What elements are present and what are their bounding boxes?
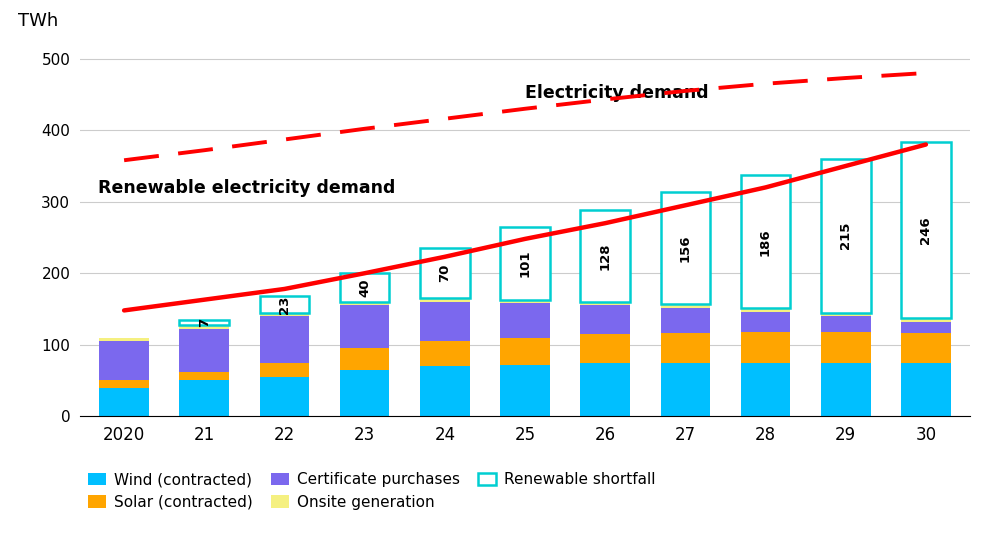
Bar [821,362,871,416]
Bar [821,312,871,316]
Bar [661,307,710,332]
Text: 215: 215 [839,222,852,249]
Bar [179,372,229,381]
Bar [500,337,550,365]
Bar [661,304,710,307]
Bar [340,370,389,416]
Bar [741,332,790,362]
Text: 23: 23 [278,295,291,314]
Bar [901,143,951,318]
Bar [179,381,229,416]
Bar [500,303,550,337]
Bar [340,302,389,305]
Text: 40: 40 [358,278,371,297]
Text: 246: 246 [919,216,932,244]
Bar [179,329,229,372]
Bar [580,305,630,334]
Bar [99,341,149,381]
Bar [821,159,871,312]
Bar [260,296,309,312]
Text: 128: 128 [599,243,612,270]
Bar [821,332,871,362]
Text: 70: 70 [438,264,451,282]
Bar [661,332,710,362]
Bar [500,228,550,300]
Bar [821,316,871,332]
Bar [901,332,951,362]
Bar [741,362,790,416]
Bar [420,302,470,341]
Bar [420,341,470,366]
Bar [420,248,470,298]
Text: 7: 7 [198,319,211,327]
Text: TWh: TWh [18,12,58,29]
Bar [99,381,149,387]
Bar [260,312,309,316]
Bar [580,334,630,362]
Bar [901,362,951,416]
Bar [420,298,470,302]
Text: 101: 101 [518,250,531,278]
Bar [741,175,790,308]
Bar [179,320,229,325]
Bar [260,362,309,377]
Bar [420,366,470,416]
Bar [340,305,389,349]
Bar [340,349,389,370]
Text: Electricity demand: Electricity demand [525,84,709,102]
Bar [741,312,790,332]
Bar [661,362,710,416]
Bar [901,318,951,322]
Legend: Wind (contracted), Solar (contracted), Certificate purchases, Onsite generation,: Wind (contracted), Solar (contracted), C… [88,472,655,510]
Bar [580,362,630,416]
Bar [741,308,790,312]
Bar [260,377,309,416]
Bar [580,210,630,302]
Bar [580,302,630,305]
Bar [661,193,710,304]
Text: 156: 156 [679,234,692,262]
Bar [260,316,309,362]
Text: 186: 186 [759,228,772,256]
Bar [500,365,550,416]
Bar [901,322,951,332]
Bar [500,300,550,303]
Bar [99,337,149,341]
Bar [179,325,229,329]
Bar [99,387,149,416]
Text: Renewable electricity demand: Renewable electricity demand [98,179,395,197]
Bar [340,273,389,302]
